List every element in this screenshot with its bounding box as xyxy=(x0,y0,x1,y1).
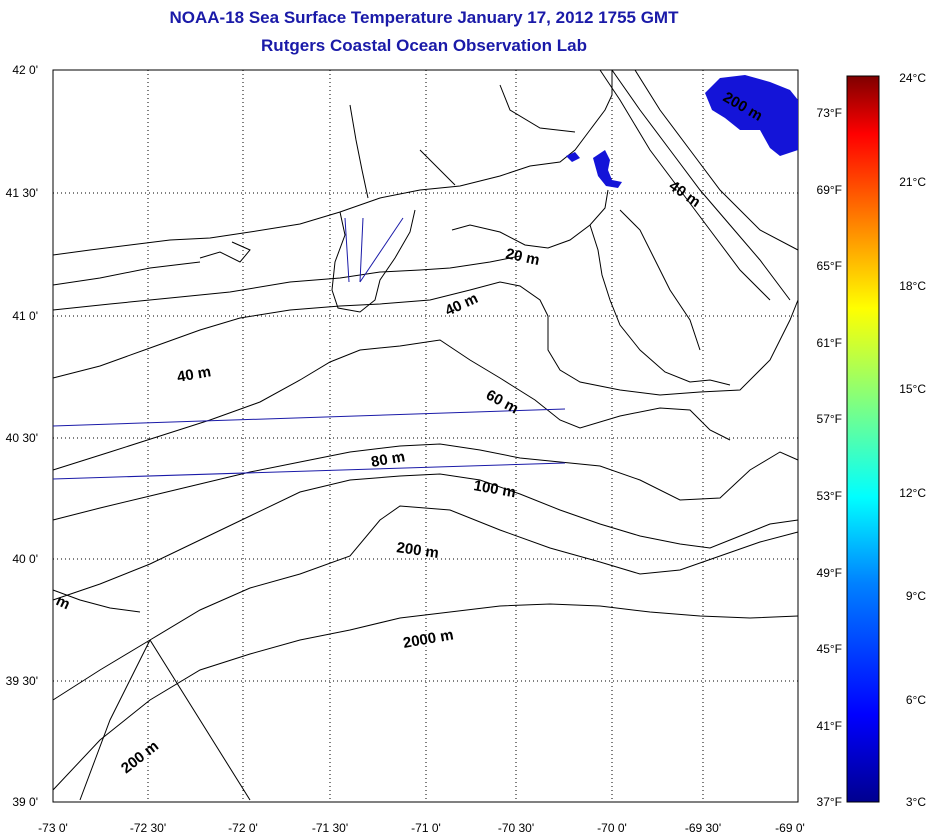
fahrenheit-label: 65°F xyxy=(817,259,842,273)
lat-label: 41 0' xyxy=(12,309,38,323)
longitude-labels: -73 0' -72 30' -72 0' -71 30' -71 0' -70… xyxy=(38,821,805,835)
lat-label: 40 30' xyxy=(6,431,38,445)
lat-label: 39 0' xyxy=(12,795,38,809)
lat-label: 40 0' xyxy=(12,552,38,566)
lat-label: 42 0' xyxy=(12,63,38,77)
transect-lines xyxy=(52,217,566,480)
fahrenheit-label: 49°F xyxy=(817,566,842,580)
celsius-label: 12°C xyxy=(899,486,926,500)
contour-label-20: 20 m xyxy=(504,245,541,269)
sst-cold-patches xyxy=(566,75,798,188)
colorbar xyxy=(846,75,880,803)
map-title: NOAA-18 Sea Surface Temperature January … xyxy=(169,8,679,27)
fahrenheit-label: 53°F xyxy=(817,489,842,503)
contour-label-80: 80 m xyxy=(370,448,407,471)
lat-label: 39 30' xyxy=(6,674,38,688)
fahrenheit-labels: 73°F 69°F 65°F 61°F 57°F 53°F 49°F 45°F … xyxy=(817,106,842,809)
fahrenheit-label: 41°F xyxy=(817,719,842,733)
lon-label: -73 0' xyxy=(38,821,68,835)
contour-label-m: m xyxy=(53,592,72,613)
map-frame xyxy=(52,69,799,803)
celsius-label: 15°C xyxy=(899,382,926,396)
lat-label: 41 30' xyxy=(6,186,38,200)
fahrenheit-label: 37°F xyxy=(817,795,842,809)
lon-label: -71 0' xyxy=(411,821,441,835)
fahrenheit-label: 73°F xyxy=(817,106,842,120)
fahrenheit-label: 57°F xyxy=(817,412,842,426)
lon-label: -71 30' xyxy=(312,821,348,835)
celsius-label: 6°C xyxy=(906,693,926,707)
lon-label: -72 0' xyxy=(228,821,258,835)
fahrenheit-label: 61°F xyxy=(817,336,842,350)
celsius-label: 18°C xyxy=(899,279,926,293)
graticule xyxy=(53,70,798,802)
celsius-label: 9°C xyxy=(906,589,926,603)
map-subtitle: Rutgers Coastal Ocean Observation Lab xyxy=(261,36,587,55)
celsius-label: 21°C xyxy=(899,175,926,189)
bathymetry-contours xyxy=(52,69,799,801)
lon-label: -72 30' xyxy=(130,821,166,835)
fahrenheit-label: 69°F xyxy=(817,183,842,197)
contour-label-40b: 40 m xyxy=(176,363,213,386)
lon-label: -70 30' xyxy=(498,821,534,835)
celsius-label: 24°C xyxy=(899,71,926,85)
celsius-labels: 24°C 21°C 18°C 15°C 12°C 9°C 6°C 3°C xyxy=(899,71,926,809)
lon-label: -70 0' xyxy=(597,821,627,835)
lon-label: -69 30' xyxy=(685,821,721,835)
contour-label-200a: 200 m xyxy=(395,539,439,562)
fahrenheit-label: 45°F xyxy=(817,642,842,656)
coastline xyxy=(52,70,731,386)
lon-label: -69 0' xyxy=(775,821,805,835)
celsius-label: 3°C xyxy=(906,795,926,809)
latitude-labels: 42 0' 41 30' 41 0' 40 30' 40 0' 39 30' 3… xyxy=(6,63,38,809)
